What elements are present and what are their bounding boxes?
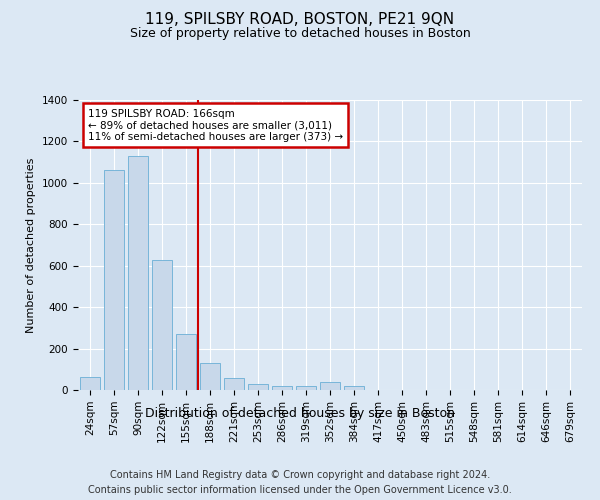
Text: Contains public sector information licensed under the Open Government Licence v3: Contains public sector information licen…	[88, 485, 512, 495]
Text: Size of property relative to detached houses in Boston: Size of property relative to detached ho…	[130, 28, 470, 40]
Bar	[248, 384, 268, 390]
Text: Contains HM Land Registry data © Crown copyright and database right 2024.: Contains HM Land Registry data © Crown c…	[110, 470, 490, 480]
Bar	[176, 334, 196, 390]
Bar	[320, 382, 340, 390]
Bar	[296, 386, 316, 390]
Y-axis label: Number of detached properties: Number of detached properties	[26, 158, 37, 332]
Bar	[344, 386, 364, 390]
Text: 119 SPILSBY ROAD: 166sqm
← 89% of detached houses are smaller (3,011)
11% of sem: 119 SPILSBY ROAD: 166sqm ← 89% of detach…	[88, 108, 343, 142]
Text: 119, SPILSBY ROAD, BOSTON, PE21 9QN: 119, SPILSBY ROAD, BOSTON, PE21 9QN	[145, 12, 455, 28]
Bar	[200, 363, 220, 390]
Bar	[272, 386, 292, 390]
Bar	[80, 376, 100, 390]
Bar	[128, 156, 148, 390]
Text: Distribution of detached houses by size in Boston: Distribution of detached houses by size …	[145, 408, 455, 420]
Bar	[152, 260, 172, 390]
Bar	[224, 378, 244, 390]
Bar	[104, 170, 124, 390]
